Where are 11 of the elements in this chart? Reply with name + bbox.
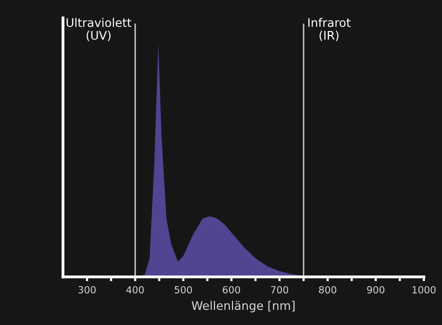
x-tick-label: 900 [367,286,384,294]
x-tick-label: 500 [174,286,192,294]
x-tick-label: 1000 [412,286,436,294]
x-tick-label: 700 [271,286,288,294]
x-tick-label: 300 [78,286,96,294]
x-tick-label: 800 [319,286,336,294]
x-tick-label: 400 [126,286,144,294]
ref-line-label: Infrarot (IR) [308,18,351,42]
x-tick-label: 600 [222,286,240,294]
x-axis-title: Wellenlänge [nm] [192,300,295,312]
ref-line-label: Ultraviolett (UV) [66,18,132,42]
